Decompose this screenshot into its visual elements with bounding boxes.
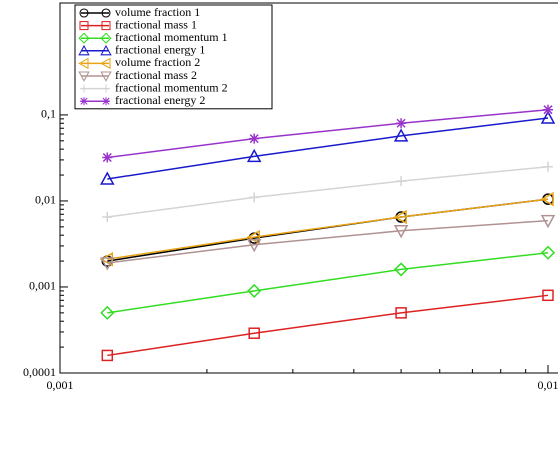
marker (396, 118, 407, 129)
marker (540, 214, 556, 229)
marker (543, 104, 553, 115)
legend-label: fractional energy 2 (115, 93, 205, 107)
marker (79, 97, 88, 106)
marker (101, 84, 110, 93)
marker (393, 225, 409, 239)
marker (101, 8, 111, 18)
marker (247, 283, 262, 298)
marker (246, 238, 262, 253)
series-line (107, 294, 549, 357)
y-tick-label: 0,001 (29, 279, 56, 293)
marker (102, 152, 113, 163)
series-line (107, 251, 549, 314)
marker (100, 257, 115, 271)
marker (78, 44, 90, 56)
marker (101, 349, 114, 362)
marker (101, 21, 111, 31)
legend-box (74, 4, 273, 110)
legend-label: fractional energy 1 (115, 43, 205, 57)
marker (543, 161, 553, 172)
marker (396, 176, 407, 187)
marker (249, 133, 260, 144)
series-line (107, 117, 549, 180)
legend-label: fractional mass 1 (115, 17, 197, 31)
marker (395, 307, 407, 319)
series-line (107, 108, 549, 159)
marker (100, 71, 112, 82)
y-tick-label: 0,01 (35, 193, 56, 207)
marker (78, 32, 90, 44)
marker (246, 148, 262, 163)
marker (540, 245, 556, 260)
marker (79, 84, 88, 93)
marker (393, 209, 407, 225)
marker (100, 44, 112, 56)
legend-label: volume fraction 2 (115, 55, 200, 69)
marker (79, 21, 89, 31)
marker (100, 171, 115, 185)
marker (79, 8, 89, 18)
x-tick-label: 0,001 (47, 378, 74, 392)
plot-frame (59, 2, 558, 374)
marker (100, 305, 115, 320)
marker (78, 71, 90, 82)
marker (394, 262, 409, 277)
legend-label: fractional momentum 1 (115, 30, 228, 44)
y-tick-label: 0,0001 (23, 365, 56, 379)
series-line (107, 165, 549, 218)
marker (542, 289, 554, 302)
series-line (107, 219, 549, 264)
legend-label: fractional momentum 2 (115, 80, 228, 94)
marker (78, 57, 89, 70)
marker (540, 110, 556, 124)
x-tick-label: 0,01 (538, 378, 558, 392)
marker (100, 32, 112, 44)
marker (100, 57, 111, 70)
marker (540, 191, 554, 207)
marker (249, 192, 260, 203)
marker (101, 97, 110, 106)
marker (248, 327, 260, 339)
legend-label: fractional mass 2 (115, 68, 197, 82)
marker (393, 128, 409, 142)
series-line (107, 198, 549, 260)
y-tick-label: 0,1 (41, 107, 56, 121)
legend-label: volume fraction 1 (115, 5, 200, 19)
marker (102, 212, 113, 223)
